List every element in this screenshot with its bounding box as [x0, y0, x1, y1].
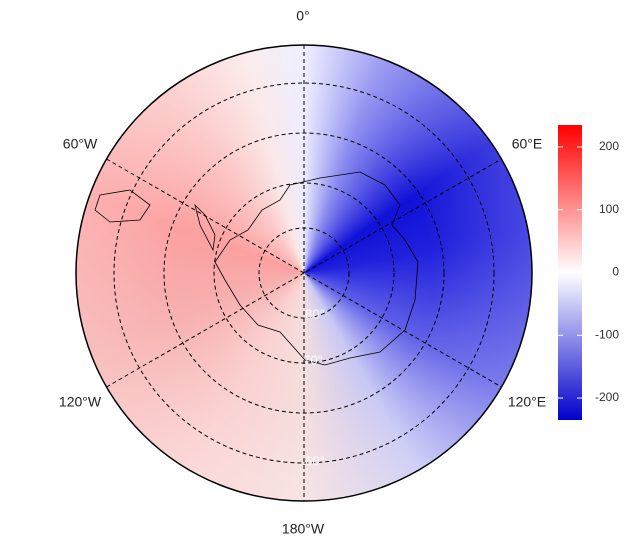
latitude-label: 70° — [303, 352, 323, 367]
longitude-label: 120°W — [59, 394, 102, 410]
graticule — [106, 45, 502, 501]
colorbar-tick-label: 100 — [599, 202, 619, 216]
colorbar-tick-label: 0 — [612, 265, 619, 279]
coastline — [94, 171, 419, 366]
longitude-label: 180°W — [282, 521, 325, 537]
longitude-label: 60°W — [63, 136, 98, 152]
colorbar-tick-label: -200 — [595, 390, 619, 404]
longitude-label: 120°E — [508, 394, 546, 410]
longitude-label: 0° — [296, 8, 309, 24]
colorbar-tick-label: 200 — [599, 139, 619, 153]
latitude-label: 60° — [305, 453, 325, 468]
longitude-label: 60°E — [512, 136, 543, 152]
latitude-label: 80° — [305, 306, 325, 321]
colorbar-tick-label: -100 — [595, 327, 619, 341]
map-border — [75, 44, 533, 502]
